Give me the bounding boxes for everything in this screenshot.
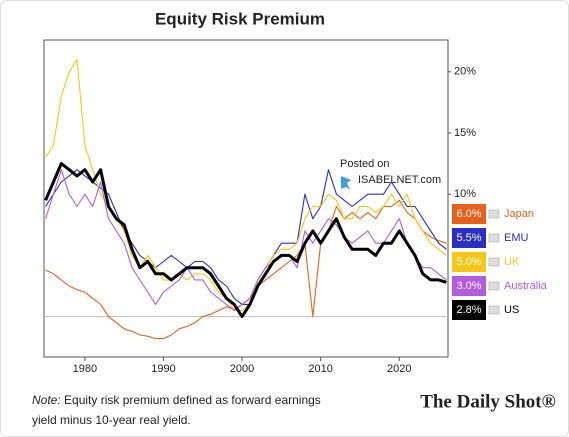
note-text: yield minus 10-year real yield. [32,413,191,427]
watermark-icon [341,176,351,190]
logo: The Daily Shot® [420,391,556,412]
watermark-line1: Posted on [340,158,390,170]
series-line [45,169,447,312]
plot-frame [43,39,449,358]
end-label-text: 6.0% [456,208,481,220]
series-line [45,169,447,305]
end-label-box [452,252,486,272]
end-label-box [452,204,486,224]
y-tick-label: 10% [454,188,476,200]
end-label-text: 5.5% [456,232,481,244]
x-tick-label: 2010 [308,363,332,375]
end-label-text: 5.0% [456,256,481,268]
flag-icon [488,305,500,315]
flag-icon [488,209,500,219]
end-label-text: 2.8% [456,304,481,316]
end-label: 3.0% Australia [452,276,548,296]
note: Note: Equity risk premium defined as for… [32,393,321,407]
x-tick-label: 1990 [151,363,175,375]
end-label: 2.8% US [452,300,519,320]
note-text: Equity risk premium defined as forward e… [61,393,321,407]
legend-label: EMU [504,232,529,244]
end-label: 5.5% EMU [452,228,529,248]
end-label: 5.0% UK [452,252,520,272]
legend-label: Japan [504,208,534,220]
end-label-text: 3.0% [456,280,481,292]
end-label: 6.0% Japan [452,204,534,224]
x-tick-label: 2020 [387,363,411,375]
flag-icon [488,233,500,243]
watermark: Posted on ISABELNET.com [340,158,441,190]
note-lead: Note: [32,393,61,407]
legend-label: US [504,304,519,316]
end-label-box [452,300,486,320]
end-label-box [452,228,486,248]
end-label-box [452,276,486,296]
flag-icon [488,281,500,291]
legend-label: Australia [504,280,548,292]
x-tick-label: 1980 [73,363,97,375]
flag-icon [488,257,500,267]
y-tick-label: 15% [454,127,476,139]
y-tick-label: 20% [454,66,476,78]
chart-title: Equity Risk Premium [155,9,325,28]
watermark-line2: ISABELNET.com [358,174,441,186]
x-tick-label: 2000 [230,363,254,375]
legend-label: UK [504,256,520,268]
series-line [44,162,447,319]
